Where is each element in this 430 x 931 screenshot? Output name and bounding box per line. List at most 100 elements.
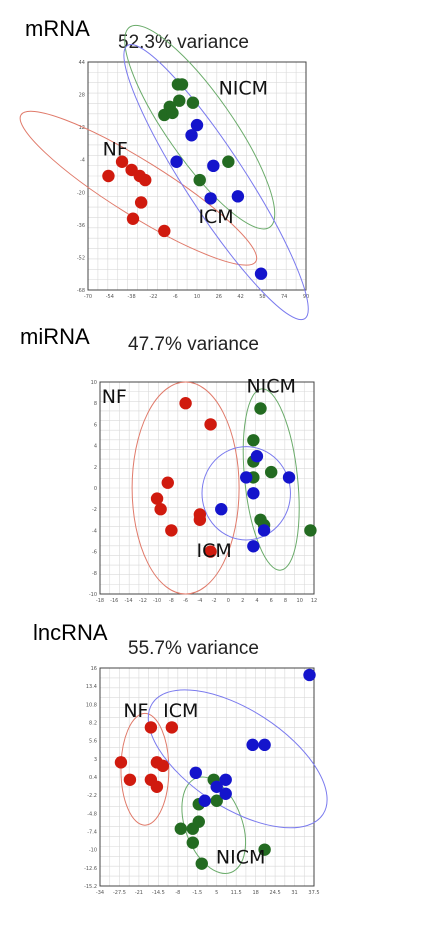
icm-point xyxy=(258,738,271,752)
icm-point xyxy=(207,159,220,173)
x-tick-label: 2 xyxy=(241,598,244,604)
nicm-point xyxy=(210,794,223,807)
y-tick-label: -15.2 xyxy=(84,884,97,890)
y-tick-label: -10 xyxy=(89,592,97,598)
x-tick-label: 0 xyxy=(227,598,230,604)
nf-group-label: NF xyxy=(103,139,128,161)
icm-ellipse xyxy=(123,44,309,321)
nf-group-label: NF xyxy=(123,700,148,722)
icm-point xyxy=(240,471,253,484)
icm-point xyxy=(250,450,264,463)
y-tick-label: -10 xyxy=(89,848,97,854)
x-tick-label: -8 xyxy=(169,598,174,604)
nf-ellipse xyxy=(19,110,258,266)
y-tick-label: -52 xyxy=(77,255,85,261)
icm-point xyxy=(254,267,268,280)
nf-point xyxy=(123,773,137,786)
panel-label-lncrna: lncRNA xyxy=(33,620,108,645)
x-tick-label: -6 xyxy=(173,294,178,300)
nf-point xyxy=(150,780,164,793)
x-tick-label: -54 xyxy=(106,294,114,300)
icm-ellipse xyxy=(201,446,291,541)
icm-point xyxy=(189,766,202,780)
y-tick-label: 2 xyxy=(94,465,97,471)
x-tick-label: 4 xyxy=(255,598,258,604)
nicm-point xyxy=(195,857,208,870)
x-tick-label: 12 xyxy=(311,598,317,604)
pca-panel-0: -70 -54 -38 -22 -6 10 26 42 58 74 90 44 28 12 -4 -20 -36… xyxy=(19,24,309,321)
x-tick-label: 26 xyxy=(216,294,222,300)
icm-point xyxy=(303,668,316,682)
nf-point xyxy=(114,756,128,769)
variance-title-lncrna: 55.7% variance xyxy=(128,638,259,659)
y-tick-label: 3 xyxy=(94,757,97,763)
y-tick-label: -4 xyxy=(80,158,85,164)
pca-panel-2: -34 -27.5 -21 -14.5 -8 -1.5 5 11.5 18 24.5 31 37.5 1… xyxy=(84,666,328,896)
icm-group-label: ICM xyxy=(197,540,232,562)
y-tick-label: 44 xyxy=(79,60,85,66)
nf-point xyxy=(154,503,167,516)
nicm-point xyxy=(254,402,267,415)
icm-point xyxy=(219,773,232,786)
panel-label-mrna: mRNA xyxy=(25,16,90,41)
icm-point xyxy=(282,471,296,484)
x-tick-label: 5 xyxy=(215,890,218,896)
nicm-point xyxy=(166,106,179,120)
nicm-group-label: NICM xyxy=(216,847,265,869)
nf-point xyxy=(150,492,164,505)
nf-point xyxy=(102,169,115,183)
variance-title-mrna: 52.3% variance xyxy=(118,32,249,53)
y-tick-label: 16 xyxy=(91,666,97,672)
pca-panel-1: -18 -16 -14 -12 -10 -8 -6 -4 -2 0 2 4 6 8 10 12 10 8 6 4 2 0 -… xyxy=(89,376,317,604)
nf-point xyxy=(115,155,129,168)
x-tick-label: -38 xyxy=(128,294,136,300)
nf-point xyxy=(193,513,207,526)
nf-point xyxy=(144,721,158,734)
x-tick-label: 74 xyxy=(281,294,287,300)
y-tick-label: -6 xyxy=(92,550,97,556)
icm-point xyxy=(247,487,260,500)
x-tick-label: -2 xyxy=(212,598,217,604)
icm-point xyxy=(231,190,245,203)
y-tick-label: -8 xyxy=(92,571,97,577)
nicm-point xyxy=(186,96,200,109)
nicm-point xyxy=(247,434,260,447)
nicm-point xyxy=(175,78,189,91)
nf-point xyxy=(165,524,178,537)
x-tick-label: 42 xyxy=(237,294,243,300)
nicm-ellipse xyxy=(124,24,276,230)
nf-point xyxy=(156,759,170,773)
y-tick-label: 8 xyxy=(94,401,97,407)
nf-ellipse xyxy=(120,712,170,826)
plot-frame xyxy=(99,381,315,595)
icm-point xyxy=(210,780,223,793)
y-tick-label: -12.6 xyxy=(84,866,97,872)
nicm-group-label: NICM xyxy=(246,376,295,398)
icm-point xyxy=(198,794,211,807)
x-tick-label: 8 xyxy=(284,598,287,604)
icm-group-label: ICM xyxy=(198,206,233,228)
icm-point xyxy=(215,503,228,516)
x-tick-label: 6 xyxy=(270,598,273,604)
x-tick-label: -1.5 xyxy=(192,890,202,896)
x-tick-label: 10 xyxy=(194,294,200,300)
x-tick-label: 18 xyxy=(252,890,258,896)
y-tick-label: 4 xyxy=(94,444,97,450)
nf-point xyxy=(179,397,192,410)
icm-point xyxy=(246,738,259,752)
nf-point xyxy=(204,545,217,558)
nicm-point xyxy=(186,836,199,849)
icm-point xyxy=(185,129,198,142)
nf-point xyxy=(161,476,174,489)
y-tick-label: 10 xyxy=(91,380,97,386)
icm-point xyxy=(170,155,183,168)
icm-point xyxy=(190,118,204,132)
nicm-point xyxy=(174,822,188,835)
nicm-point xyxy=(258,843,271,856)
nf-ellipse xyxy=(131,381,240,595)
x-tick-label: -12 xyxy=(139,598,147,604)
y-tick-label: -4 xyxy=(92,528,97,534)
y-tick-label: -36 xyxy=(77,223,85,229)
x-tick-label: 24.5 xyxy=(270,890,281,896)
